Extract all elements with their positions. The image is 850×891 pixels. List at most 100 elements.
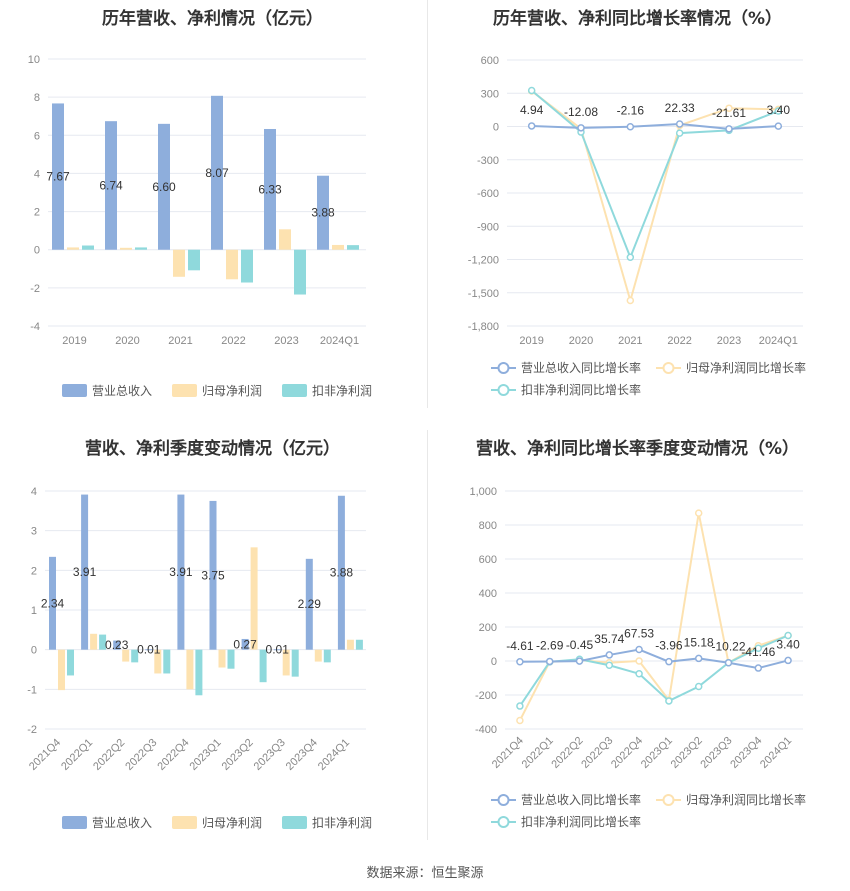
data-label: 3.88 (330, 566, 354, 580)
legend-marker (497, 816, 510, 828)
annual-growth-line-chart: 600 300 0 -300 -600 -900 -1,200 -1,500 -1,800 4.9… (468, 55, 806, 397)
bar-deducted-profit (291, 649, 299, 677)
data-point (545, 657, 554, 666)
bar-revenue (113, 640, 121, 650)
data-label: -2.16 (617, 104, 645, 118)
y-tick-label: 6 (34, 130, 40, 142)
x-tick-label: 2019 (519, 335, 543, 347)
data-point (754, 664, 763, 672)
legend-marker (662, 362, 675, 374)
x-tick-label: 2023Q2 (220, 737, 256, 773)
bar-deducted-profit (135, 247, 147, 250)
data-point (527, 122, 536, 130)
x-tick-label: 2022Q1 (520, 735, 556, 771)
bar-revenue (211, 95, 223, 250)
bar-revenue (305, 558, 313, 650)
y-tick-label: -1,800 (468, 321, 499, 333)
bar-revenue (81, 494, 89, 650)
x-tick-label: 2022Q2 (91, 737, 127, 773)
data-label: 7.67 (46, 170, 70, 184)
legend-marker (662, 794, 675, 806)
bar-deducted-profit (347, 245, 359, 250)
bar-net-profit (346, 639, 354, 650)
bar-deducted-profit (259, 649, 267, 683)
chart-title-quarterly-revenue: 营收、净利季度变动情况（亿元） (85, 439, 340, 459)
data-point (605, 661, 614, 669)
data-point (626, 122, 635, 131)
data-point (754, 644, 763, 652)
y-tick-label: 1,000 (469, 486, 497, 498)
x-tick-label: 2022Q2 (549, 735, 585, 771)
series-line (531, 123, 779, 130)
data-label: 6.33 (258, 182, 282, 196)
x-tick-label: 2024Q1 (320, 335, 359, 347)
data-point (774, 107, 783, 115)
data-label: 2.29 (298, 597, 322, 611)
data-label: -10.22 (711, 640, 745, 654)
y-tick-label: -600 (477, 188, 499, 200)
bar-net-profit (58, 649, 65, 691)
x-tick-label: 2023Q3 (698, 735, 734, 771)
data-label: 35.74 (594, 632, 624, 646)
y-tick-label: -900 (477, 221, 499, 233)
y-tick-label: 8 (34, 92, 40, 104)
x-tick-label: 2023Q2 (669, 735, 705, 771)
data-point (665, 697, 673, 705)
data-label: -21.61 (712, 106, 746, 120)
y-tick-label: 1 (31, 605, 37, 617)
data-point (724, 658, 733, 667)
y-tick-label: 2 (34, 207, 40, 219)
y-tick-label: -200 (475, 690, 497, 702)
series-line (519, 648, 789, 670)
data-point (527, 86, 536, 95)
data-label: 0.27 (233, 637, 257, 651)
x-tick-label: 2021 (618, 335, 642, 347)
series-line (519, 512, 789, 721)
data-label: 3.91 (169, 565, 193, 579)
bar-deducted-profit (355, 639, 363, 650)
legend-label: 归母净利润 (202, 384, 262, 398)
legend-swatch (282, 816, 307, 829)
x-tick-label: 2022Q3 (579, 735, 615, 771)
y-tick-label: -400 (475, 724, 497, 736)
bar-deducted-profit (195, 649, 203, 696)
bar-revenue (273, 649, 281, 651)
data-point (784, 631, 792, 640)
y-tick-label: -1 (27, 684, 37, 696)
data-label: 3.91 (73, 565, 97, 579)
bar-deducted-profit (227, 649, 235, 669)
data-label: 0.01 (137, 642, 161, 656)
y-tick-label: 600 (479, 554, 497, 566)
bar-net-profit (120, 247, 132, 250)
chart-title-quarterly-growth: 营收、净利同比增长率季度变动情况（%） (475, 439, 800, 459)
annual-revenue-bar-chart: 10 8 6 4 2 0 -2 -4 7.67 2019 6.74 2020 6.60 2021 8.07 2… (28, 54, 372, 398)
y-tick-label: 0 (493, 122, 499, 134)
y-tick-label: 3 (31, 526, 37, 538)
y-tick-label: -2 (30, 283, 40, 295)
y-tick-label: 200 (479, 622, 497, 634)
x-tick-label: 2020 (115, 335, 139, 347)
data-label: 8.07 (205, 166, 229, 180)
series-line (531, 90, 779, 305)
data-point (784, 656, 792, 665)
data-point (675, 120, 684, 128)
legend-swatch (282, 384, 307, 397)
x-tick-label: 2020 (569, 335, 593, 347)
data-point (635, 670, 643, 678)
x-tick-label: 2022 (667, 335, 691, 347)
bar-revenue (241, 638, 249, 650)
legend-swatch (172, 816, 197, 829)
data-label: 6.60 (152, 180, 176, 194)
bar-net-profit (218, 649, 226, 668)
data-label: -12.08 (564, 105, 598, 119)
bar-net-profit (279, 229, 291, 250)
data-point (626, 253, 635, 262)
bar-net-profit (90, 633, 98, 650)
data-label: 3.40 (767, 103, 791, 117)
legend-label: 归母净利润同比增长率 (686, 792, 806, 807)
y-tick-label: -1,500 (468, 288, 499, 300)
data-label: 2.34 (41, 596, 65, 610)
x-tick-label: 2022 (221, 335, 245, 347)
data-point (665, 657, 673, 666)
legend-label: 营业总收入同比增长率 (521, 360, 641, 375)
